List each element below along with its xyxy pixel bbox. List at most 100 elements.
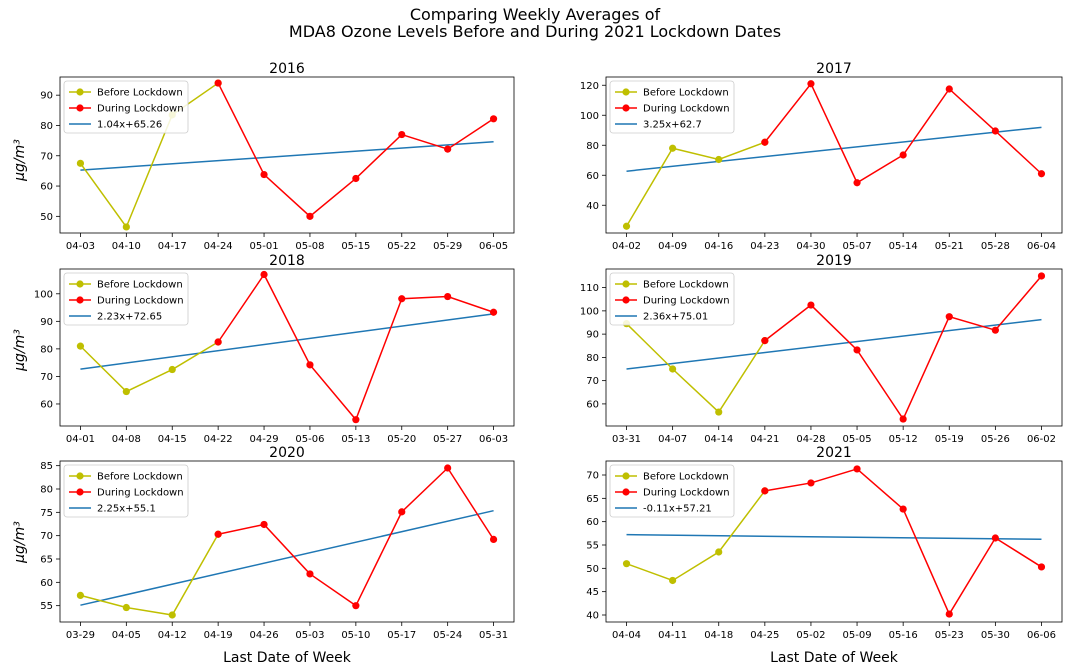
x-tick-label: 04-29 xyxy=(250,434,279,445)
x-tick-label: 05-13 xyxy=(341,434,370,445)
x-tick-label: 04-28 xyxy=(796,434,825,445)
during-point xyxy=(945,85,953,93)
during-point xyxy=(489,115,498,123)
y-axis-label-row2: μg/m³ xyxy=(12,329,28,372)
before-point xyxy=(669,144,677,152)
during-point xyxy=(214,338,222,346)
y-tick-label: 50 xyxy=(40,212,53,223)
trend-line xyxy=(80,141,494,171)
during-point xyxy=(444,292,452,301)
legend-marker xyxy=(76,472,84,480)
legend-marker xyxy=(76,296,84,304)
during-point xyxy=(991,326,999,334)
y-tick-label: 80 xyxy=(40,344,53,355)
during-point xyxy=(444,464,452,472)
during-point xyxy=(214,79,222,87)
during-point xyxy=(1037,170,1046,178)
y-tick-label: 70 xyxy=(40,372,53,383)
x-tick-label: 05-23 xyxy=(935,630,964,641)
axes-frame xyxy=(59,268,515,427)
during-point xyxy=(807,479,815,487)
y-tick-label: 85 xyxy=(40,461,53,472)
during-point xyxy=(761,337,769,345)
x-tick-label: 06-04 xyxy=(1027,241,1056,252)
x-tick-label: 05-19 xyxy=(935,434,964,445)
legend-label: Before Lockdown xyxy=(97,88,183,99)
during-point xyxy=(807,301,815,309)
x-tick-label: 04-04 xyxy=(612,630,641,641)
y-tick-label: 60 xyxy=(40,182,53,193)
x-tick-label: 05-03 xyxy=(295,630,324,641)
legend-marker xyxy=(622,296,630,304)
x-tick-label: 04-05 xyxy=(112,630,141,641)
during-point xyxy=(398,295,406,303)
x-tick-label: 04-22 xyxy=(204,434,233,445)
during-point xyxy=(260,520,268,529)
subplot-title: 2019 xyxy=(816,253,852,269)
y-tick-label: 90 xyxy=(40,317,53,328)
before-point xyxy=(168,365,176,374)
series-before-line xyxy=(79,82,219,229)
legend-box xyxy=(609,272,735,326)
subplot-2019: 2019 60 70 80 90 100 110 03-31 04-07 04-14 04-21 04… xyxy=(580,253,1063,445)
before-point xyxy=(715,548,723,556)
x-tick-label: 04-01 xyxy=(66,434,95,445)
legend-label: Before Lockdown xyxy=(643,472,729,483)
legend-label: Before Lockdown xyxy=(643,88,729,99)
legend-label: 2.25x+55.1 xyxy=(97,504,156,515)
series-before-line xyxy=(625,323,766,414)
x-tick-label: 05-16 xyxy=(889,630,918,641)
y-tick-label: 70 xyxy=(586,376,599,387)
legend-marker xyxy=(76,104,84,112)
x-tick-label: 05-12 xyxy=(889,434,918,445)
x-tick-label: 05-26 xyxy=(981,434,1010,445)
legend-box xyxy=(609,80,735,134)
legend-marker xyxy=(622,472,630,480)
during-point xyxy=(352,174,360,183)
before-point xyxy=(76,342,85,350)
x-tick-label: 04-08 xyxy=(112,434,141,445)
y-tick-label: 55 xyxy=(40,601,53,612)
trend-line xyxy=(626,533,1042,541)
before-point xyxy=(669,576,677,585)
x-tick-label: 04-14 xyxy=(704,434,733,445)
legend-box xyxy=(63,464,189,518)
x-tick-label: 05-31 xyxy=(479,630,508,641)
during-point xyxy=(306,212,314,220)
x-tick-label: 05-28 xyxy=(981,241,1010,252)
x-tick-label: 05-09 xyxy=(843,630,872,641)
x-tick-label: 04-02 xyxy=(612,241,641,252)
y-tick-label: 90 xyxy=(586,330,599,341)
legend-label: -0.11x+57.21 xyxy=(643,504,712,515)
subplot-2020: 2020 55 60 65 70 75 80 85 03-29 04-05 04-12 04-19 04… xyxy=(40,445,515,641)
x-tick-label: 04-23 xyxy=(750,241,779,252)
x-tick-label: 05-06 xyxy=(295,434,324,445)
legend-marker xyxy=(622,88,630,96)
legend-label: During Lockdown xyxy=(643,488,730,499)
series-before-line xyxy=(80,533,219,616)
x-tick-label: 06-03 xyxy=(479,434,508,445)
y-tick-label: 80 xyxy=(586,141,599,152)
during-point xyxy=(991,534,999,542)
series-before-line xyxy=(625,141,766,227)
legend-label: 1.04x+65.26 xyxy=(97,120,162,131)
before-point xyxy=(122,387,130,396)
x-tick-label: 04-18 xyxy=(704,630,733,641)
x-tick-label: 05-24 xyxy=(433,630,462,641)
series-during-line xyxy=(764,82,1042,184)
before-point xyxy=(715,408,723,416)
x-tick-label: 04-15 xyxy=(158,434,187,445)
during-point xyxy=(945,313,953,321)
x-tick-label: 04-19 xyxy=(204,630,233,641)
during-point xyxy=(807,80,815,88)
subplot-title: 2021 xyxy=(816,445,852,461)
during-point xyxy=(352,602,360,610)
legend-label: During Lockdown xyxy=(97,488,184,499)
y-axis-label-row1: μg/m³ xyxy=(12,139,28,182)
x-axis-label-left: Last Date of Week xyxy=(223,650,352,666)
before-point xyxy=(622,222,631,230)
x-tick-label: 04-21 xyxy=(750,434,779,445)
y-tick-label: 45 xyxy=(586,587,599,598)
x-tick-label: 05-22 xyxy=(387,241,416,252)
x-tick-label: 04-03 xyxy=(66,241,95,252)
